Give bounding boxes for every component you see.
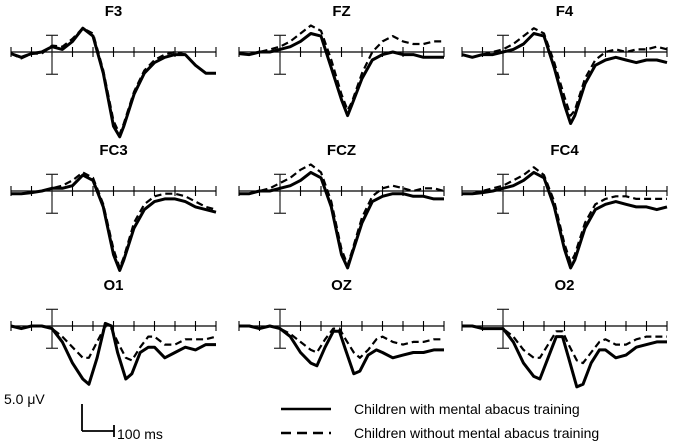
- panel-fc3: FC3: [10, 142, 217, 272]
- series-with-training-fc3: [11, 173, 217, 272]
- panel-fz: FZ: [238, 3, 445, 118]
- series-with-training-oz: [239, 324, 444, 376]
- panel-title-fc4: FC4: [550, 142, 579, 159]
- series-without-training-fcz: [239, 163, 445, 267]
- series-without-training-f3: [10, 27, 216, 136]
- scale-bar: 5.0 μV 100 ms: [4, 391, 163, 442]
- panel-title-f4: F4: [556, 3, 574, 20]
- series-with-training-o2: [462, 324, 667, 389]
- panel-f3: F3: [10, 3, 217, 139]
- panel-oz: OZ: [238, 277, 445, 376]
- series-with-training-fc4: [462, 170, 668, 270]
- series-with-training-f3: [10, 26, 216, 139]
- panel-title-fz: FZ: [332, 3, 350, 20]
- erp-panels: F3 FZ F4 FC3 FCZ FC4 O1 OZ O2: [10, 3, 668, 389]
- scale-bar-time-label: 100 ms: [117, 426, 163, 442]
- legend-label-with-training: Children with mental abacus training: [354, 401, 580, 417]
- series-with-training-fz: [238, 32, 444, 118]
- panel-title-o1: O1: [103, 277, 123, 294]
- series-with-training-f4: [461, 32, 668, 125]
- panel-title-f3: F3: [105, 3, 123, 20]
- panel-title-fcz: FCZ: [327, 142, 356, 159]
- series-without-training-f4: [461, 27, 668, 117]
- scale-bar-voltage-label: 5.0 μV: [4, 391, 45, 407]
- panel-o1: O1: [10, 277, 217, 386]
- panel-title-oz: OZ: [331, 277, 352, 294]
- panel-title-fc3: FC3: [99, 142, 127, 159]
- series-without-training-fz: [238, 24, 444, 112]
- series-with-training-o1: [10, 321, 216, 386]
- panel-f4: F4: [461, 3, 668, 125]
- panel-o2: O2: [461, 277, 668, 389]
- series-with-training-fcz: [239, 170, 444, 270]
- panel-fc4: FC4: [461, 142, 668, 270]
- legend: Children with mental abacus training Chi…: [281, 401, 599, 441]
- series-without-training-fc4: [462, 166, 667, 264]
- series-without-training-oz: [239, 324, 444, 359]
- series-without-training-o1: [10, 324, 217, 362]
- panel-fcz: FCZ: [238, 142, 445, 270]
- legend-label-without-training: Children without mental abacus training: [354, 425, 599, 441]
- panel-title-o2: O2: [554, 277, 574, 294]
